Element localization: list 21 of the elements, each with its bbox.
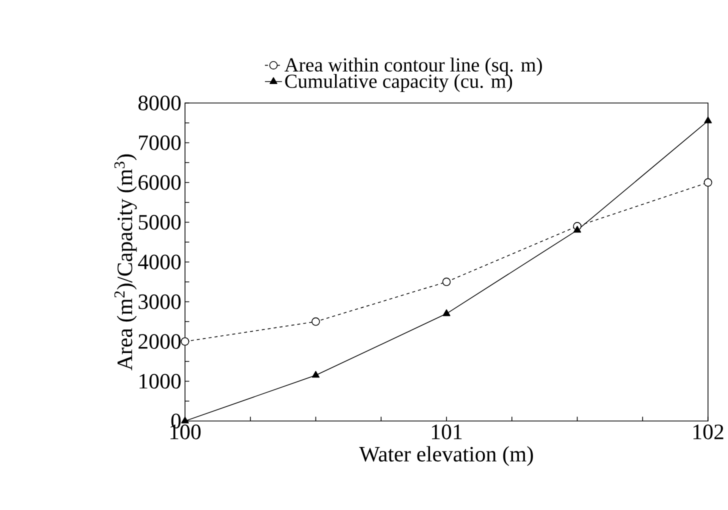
y-tick-label: 8000 bbox=[138, 96, 181, 110]
point bbox=[180, 337, 190, 346]
point bbox=[312, 370, 320, 378]
y-tick-label: 4000 bbox=[138, 254, 181, 270]
y-axis-title: Area (m$^{2}$)/Capacity (m$^{3}$) bbox=[114, 154, 137, 370]
y-tick-label: 7000 bbox=[139, 135, 181, 150]
x-axis-title: Water elevation (m) bbox=[359, 446, 533, 466]
point bbox=[312, 317, 320, 326]
y-tick-label: 1000 bbox=[140, 374, 181, 389]
point bbox=[573, 226, 582, 233]
x-tick-label: 102 bbox=[693, 424, 724, 440]
point bbox=[704, 116, 712, 124]
y-tick-label: 5000 bbox=[138, 214, 181, 230]
point bbox=[704, 178, 712, 187]
y-tick-label: 3000 bbox=[138, 294, 181, 310]
point bbox=[442, 309, 450, 316]
point bbox=[442, 278, 451, 286]
y-tick-label: 6000 bbox=[138, 175, 181, 190]
point bbox=[181, 416, 189, 424]
y-tick-label: 2000 bbox=[138, 334, 181, 349]
x-tick-label: 101 bbox=[432, 424, 462, 440]
